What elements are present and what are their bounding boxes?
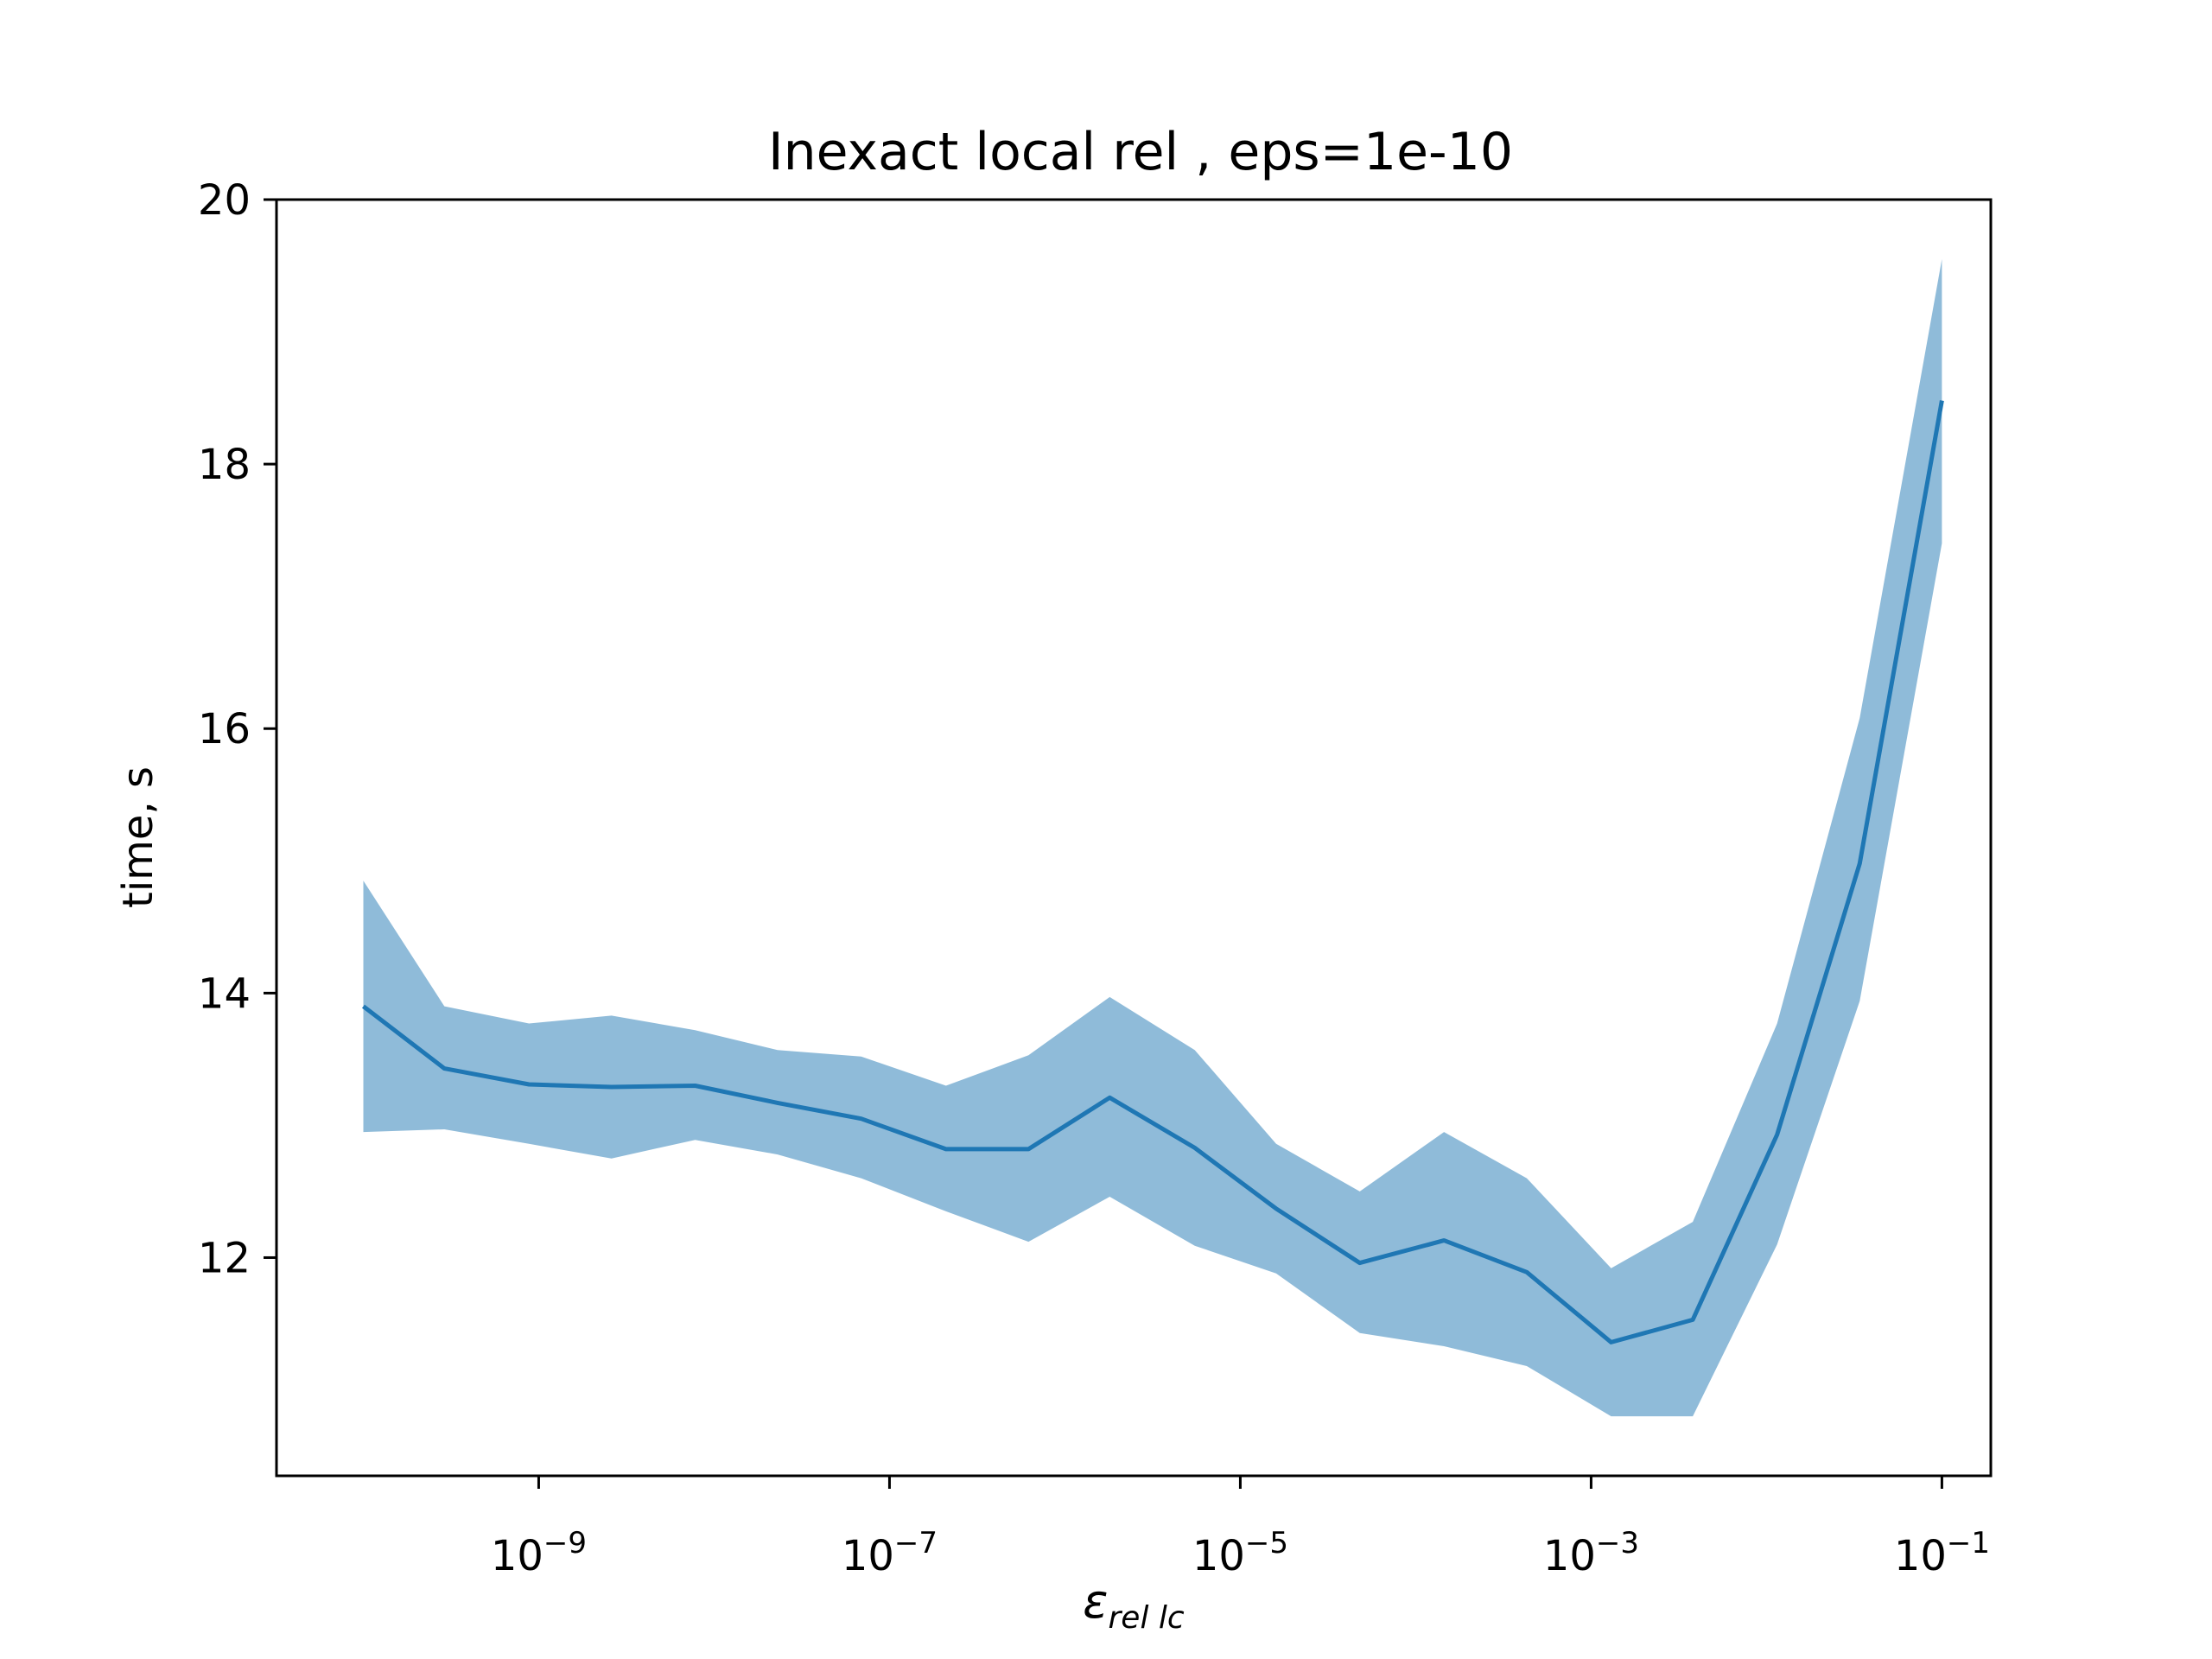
y-tick-label: 18: [198, 441, 251, 489]
y-tick-label: 12: [198, 1234, 251, 1282]
confidence-band: [363, 258, 1942, 1417]
plot-area: [361, 258, 1944, 1417]
y-axis-ticks: 12 14 16 18 20: [198, 176, 276, 1282]
x-axis-label-subscript: rel lc: [1109, 1600, 1185, 1636]
x-tick-label: 10−5: [1192, 1526, 1288, 1580]
x-axis-ticks: 10−9 10−7 10−5 10−3 10−1: [491, 1476, 1990, 1580]
x-tick-base: 10: [842, 1532, 894, 1580]
x-tick-exponent: −1: [1947, 1526, 1990, 1560]
axes-frame: [275, 198, 1993, 1478]
x-tick-label: 10−1: [1894, 1526, 1990, 1580]
y-axis-label: time, s: [114, 766, 162, 908]
x-tick-exponent: −9: [543, 1526, 587, 1560]
x-tick-base: 10: [491, 1532, 543, 1580]
x-axis-label: εrel lc: [1083, 1574, 1185, 1636]
y-tick-label: 14: [198, 969, 251, 1018]
x-tick-base: 10: [1894, 1532, 1947, 1580]
x-tick-exponent: −3: [1596, 1526, 1639, 1560]
x-tick-label: 10−9: [491, 1526, 587, 1580]
chart-title: Inexact local rel , eps=1e-10: [768, 122, 1513, 182]
x-tick-exponent: −5: [1245, 1526, 1288, 1560]
y-tick-label: 20: [198, 176, 251, 225]
x-axis-label-symbol: ε: [1083, 1574, 1108, 1629]
mean-line: [361, 400, 1944, 1344]
x-tick-base: 10: [1192, 1532, 1245, 1580]
x-tick-label: 10−7: [842, 1526, 938, 1580]
x-tick-base: 10: [1543, 1532, 1596, 1580]
y-tick-label: 16: [198, 705, 251, 753]
x-tick-exponent: −7: [894, 1526, 938, 1560]
x-tick-label: 10−3: [1543, 1526, 1639, 1580]
